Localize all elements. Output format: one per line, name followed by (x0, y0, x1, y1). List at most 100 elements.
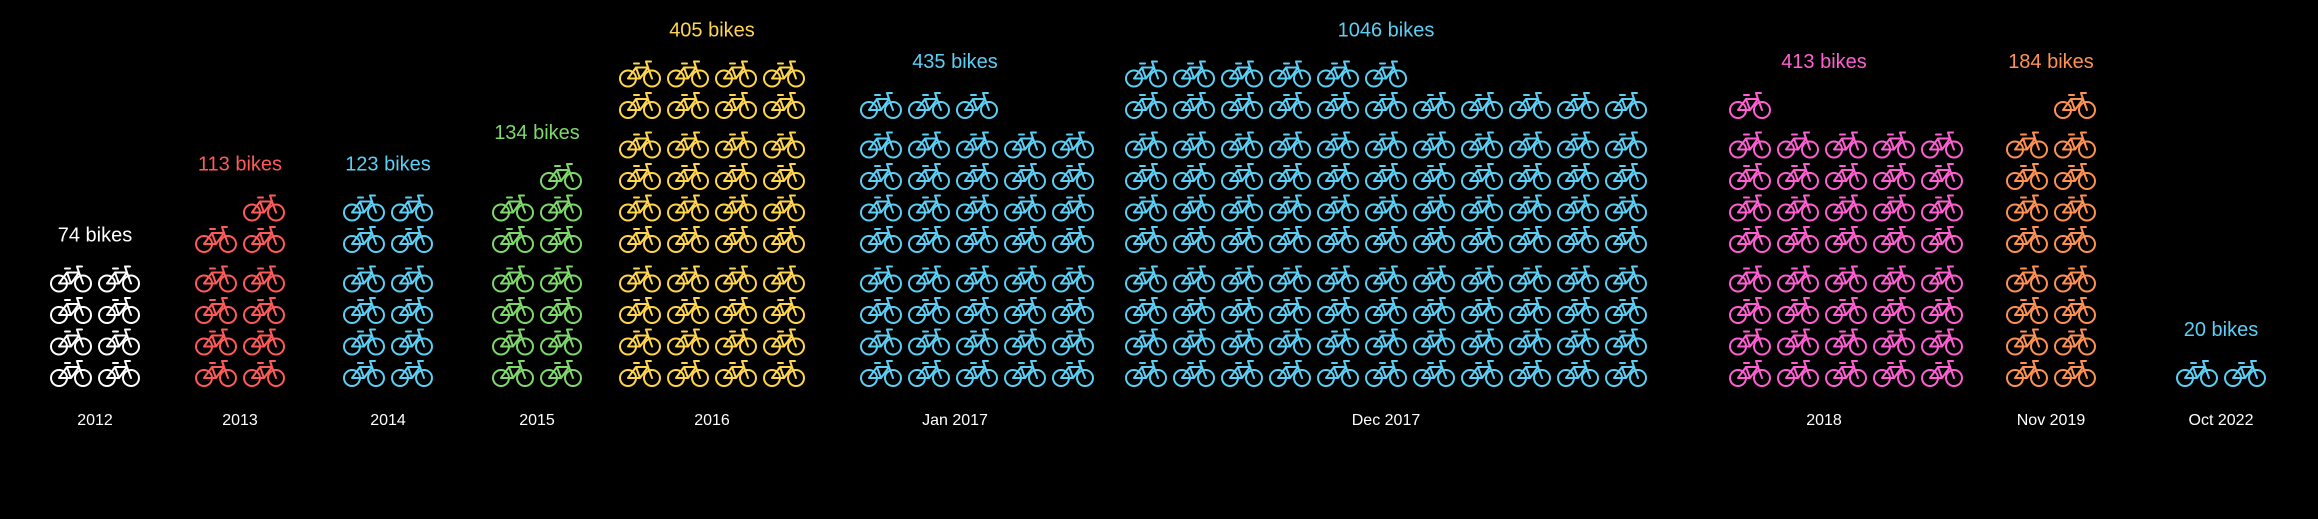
bike-icon (1317, 92, 1359, 119)
bike-icon (1413, 226, 1455, 253)
bike-icon (667, 297, 709, 324)
bike-icon (1921, 131, 1963, 159)
bike-icon (1365, 328, 1407, 356)
bike-icon (860, 265, 902, 293)
bike-icon (1509, 194, 1551, 222)
bike-icon (243, 194, 285, 222)
group-nov-2019: 184 bikes Nov 2019 (2006, 51, 2096, 429)
bike-icon (1221, 265, 1263, 293)
bike-icon (1125, 131, 1167, 159)
bike-icon (1413, 360, 1455, 387)
bike-icon (1461, 328, 1503, 356)
bike-icon (1269, 131, 1311, 159)
bike-icon (1509, 163, 1551, 190)
bike-icon (1777, 226, 1819, 253)
bike-icon (391, 194, 433, 222)
bike-icon (1317, 163, 1359, 190)
bike-icon (2006, 265, 2048, 293)
bike-icon (2054, 297, 2096, 324)
bike-icon (50, 360, 92, 387)
bike-icon (1052, 265, 1094, 293)
bike-icon (2006, 163, 2048, 190)
period-label: Jan 2017 (922, 412, 988, 429)
group-dec-2017: 1046 bikes Dec 2017 (1125, 20, 1647, 429)
bike-icon (1605, 226, 1647, 253)
bike-icon (1605, 194, 1647, 222)
group-2015: 134 bikes 2015 (492, 122, 582, 429)
bike-icon (715, 328, 757, 356)
bike-icon (492, 265, 534, 293)
bike-icon (1509, 360, 1551, 387)
bike-icon (1221, 194, 1263, 222)
bike-icon (2054, 131, 2096, 159)
bike-icon (1557, 328, 1599, 356)
bike-icon (1729, 265, 1771, 293)
count-label: 134 bikes (494, 122, 580, 144)
bike-icon (1825, 360, 1867, 387)
bike-icon (540, 194, 582, 222)
bike-icon (1461, 360, 1503, 387)
bike-icon (1461, 131, 1503, 159)
count-label: 184 bikes (2008, 51, 2094, 73)
bike-icon (50, 297, 92, 324)
bike-icon (1413, 328, 1455, 356)
bike-icon (1605, 360, 1647, 387)
bike-icon (1125, 328, 1167, 356)
bike-icon (1052, 131, 1094, 159)
period-label: Oct 2022 (2189, 412, 2254, 429)
period-label: 2018 (1806, 412, 1842, 429)
bike-icon (1557, 265, 1599, 293)
bike-icon (860, 226, 902, 253)
bike-icon (715, 60, 757, 88)
bike-icon (1825, 194, 1867, 222)
bike-icon (540, 163, 582, 190)
bike-icon (619, 360, 661, 387)
bike-icon (1052, 328, 1094, 356)
count-label: 1046 bikes (1338, 20, 1435, 42)
bike-icon (1509, 226, 1551, 253)
bike-icon (1921, 163, 1963, 190)
bike-icon (243, 226, 285, 253)
bike-icon (763, 163, 805, 190)
period-label: Dec 2017 (1352, 412, 1421, 429)
bike-icon (715, 265, 757, 293)
bike-icon (1365, 226, 1407, 253)
bike-icon (1461, 265, 1503, 293)
bike-icon (50, 265, 92, 293)
bike-icon (1125, 163, 1167, 190)
bike-icon (1825, 131, 1867, 159)
bike-icon (1413, 163, 1455, 190)
bike-icon (860, 360, 902, 387)
bike-icon (763, 328, 805, 356)
bike-icon (763, 131, 805, 159)
bike-icon (1052, 194, 1094, 222)
bike-icon (715, 163, 757, 190)
bike-icon (715, 297, 757, 324)
bike-icon (98, 328, 140, 356)
bike-icon (1221, 92, 1263, 119)
bike-icon (1004, 163, 1046, 190)
bike-icon (667, 328, 709, 356)
bike-icon (619, 163, 661, 190)
bike-icon (1461, 297, 1503, 324)
bike-icon (2006, 297, 2048, 324)
bike-icon (1825, 163, 1867, 190)
bike-icon (1004, 226, 1046, 253)
bike-icon (492, 194, 534, 222)
bike-icon (1921, 226, 1963, 253)
bike-icon (1004, 297, 1046, 324)
bike-icon (763, 265, 805, 293)
bike-icon (1052, 226, 1094, 253)
bike-icon (2006, 328, 2048, 356)
bike-icon (2006, 360, 2048, 387)
bike-icon (1873, 328, 1915, 356)
bike-icon (1125, 194, 1167, 222)
bike-icon (1365, 163, 1407, 190)
bike-icon (1004, 265, 1046, 293)
bike-icon (243, 297, 285, 324)
bike-icon (195, 226, 237, 253)
bike-icon (1173, 297, 1215, 324)
bike-icon (1221, 297, 1263, 324)
bike-icon (1509, 328, 1551, 356)
